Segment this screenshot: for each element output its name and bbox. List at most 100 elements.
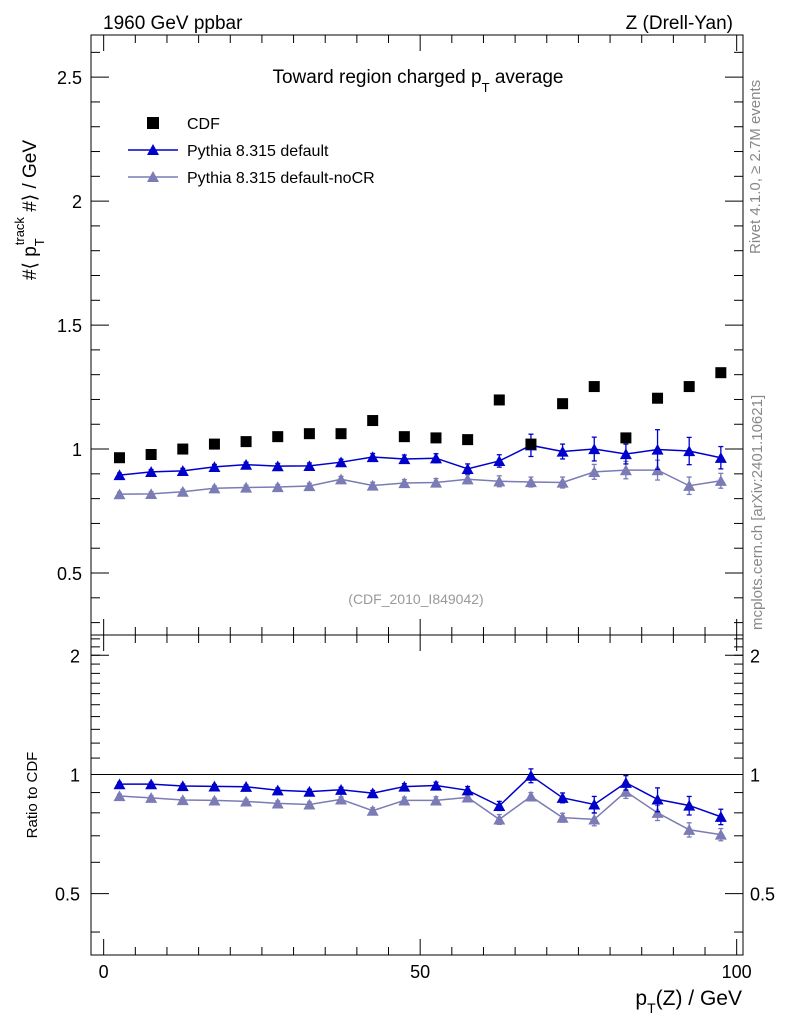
ratio-data-point <box>429 794 442 806</box>
chart-title: Toward region charged pT average <box>272 67 563 95</box>
ratio-data-point <box>524 790 537 802</box>
ratio-y-tick-label: 2 <box>70 646 80 666</box>
cdf-data-point <box>588 381 600 393</box>
ratio-data-point <box>714 828 727 840</box>
data-point <box>271 460 284 472</box>
ratio-data-point <box>335 784 348 795</box>
data-point <box>588 443 601 455</box>
ratio-data-point <box>714 811 727 822</box>
legend-label-nocr: Pythia 8.315 default-noCR <box>187 170 375 187</box>
cdf-data-point <box>462 434 474 446</box>
ratio-data-point <box>398 780 411 792</box>
data-point <box>461 463 474 474</box>
ratio-y-axis-label: Ratio to CDF <box>24 752 41 839</box>
ratio-data-point <box>208 794 221 806</box>
data-point <box>714 475 727 486</box>
legend-marker-cdf <box>147 117 159 129</box>
data-point <box>524 476 537 488</box>
y-tick-label: 2.5 <box>57 68 82 88</box>
data-point <box>335 456 348 468</box>
ratio-data-point <box>271 784 284 796</box>
ratio-data-point <box>556 811 569 823</box>
data-point <box>398 477 411 489</box>
cdf-data-point <box>557 398 569 410</box>
ratio-data-point <box>303 798 316 810</box>
x-tick-label: 50 <box>410 962 430 982</box>
y-axis-label: #⟨ pTtrack #⟩ / GeV <box>12 140 47 280</box>
series-line <box>119 469 721 495</box>
data-point <box>493 455 506 467</box>
cdf-data-point <box>398 431 410 443</box>
y-tick-label: 2 <box>72 192 82 212</box>
ratio-data-point <box>524 769 537 781</box>
ratio-data-point <box>651 793 664 805</box>
ratio-data-point <box>398 794 411 806</box>
ratio-data-point <box>493 813 506 825</box>
y-tick-label: 1.5 <box>57 316 82 336</box>
cdf-data-point <box>493 394 505 406</box>
ratio-data-point <box>556 792 569 803</box>
data-point <box>429 452 442 464</box>
ratio-data-point <box>145 792 158 803</box>
ratio-data-point <box>335 793 348 805</box>
ratio-plot-frame <box>90 634 744 956</box>
mcplots-label: mcplots.cern.ch [arXiv:2401.10621] <box>749 395 766 630</box>
data-point <box>461 473 474 485</box>
cdf-data-point <box>303 428 315 440</box>
cdf-data-point <box>525 438 537 450</box>
data-point <box>619 464 632 476</box>
ratio-data-point <box>303 785 316 797</box>
energy-label: 1960 GeV ppbar <box>103 13 243 34</box>
ratio-data-point <box>493 800 506 811</box>
data-point <box>556 445 569 457</box>
x-tick-label: 0 <box>99 962 109 982</box>
legend-marker-nocr <box>147 171 159 182</box>
ratio-y-tick-label-right: 1 <box>750 765 760 785</box>
axes: 0 50 100 0.5 1 1.5 2 2.5 0.5 0.5 1 1 2 2 <box>55 35 775 982</box>
x-tick-label: 100 <box>722 962 752 982</box>
data-point <box>429 476 442 488</box>
ratio-data-point <box>240 781 253 792</box>
cdf-data-point <box>620 432 632 444</box>
series-line <box>119 444 721 476</box>
data-point <box>493 475 506 487</box>
ratio-data-point <box>619 785 632 797</box>
cdf-data-point <box>208 438 220 450</box>
cdf-data-point <box>683 381 695 393</box>
ratio-data-point <box>588 813 601 825</box>
data-point <box>651 443 664 455</box>
ratio-data-point <box>461 791 474 803</box>
data-point <box>619 448 632 460</box>
cdf-data-point <box>652 392 664 404</box>
data-point <box>240 481 253 493</box>
ratio-data-point <box>176 794 189 806</box>
data-point <box>145 488 158 500</box>
data-point <box>176 485 189 497</box>
ratio-data-point <box>271 797 284 809</box>
ratio-data-point <box>366 787 379 799</box>
ratio-data-point <box>113 778 126 790</box>
data-point <box>366 479 379 491</box>
cdf-data-point <box>715 367 727 379</box>
ratio-data-point <box>683 799 696 811</box>
cdf-data-point <box>177 443 189 455</box>
ratio-y-tick-label: 1 <box>70 765 80 785</box>
data-marks <box>113 367 727 842</box>
ratio-data-point <box>208 780 221 792</box>
ratio-data-point <box>619 777 632 788</box>
ratio-y-tick-label-right: 2 <box>750 646 760 666</box>
data-point <box>113 469 126 481</box>
ratio-data-point <box>461 784 474 796</box>
legend-label-default: Pythia 8.315 default <box>187 143 329 160</box>
cdf-data-point <box>335 428 347 440</box>
data-point <box>588 466 601 477</box>
y-tick-label: 1 <box>72 440 82 460</box>
ratio-y-tick-label: 0.5 <box>55 885 80 905</box>
rivet-label: Rivet 4.1.0, ≥ 2.7M events <box>747 80 764 254</box>
data-point <box>113 488 126 500</box>
data-point <box>398 453 411 465</box>
cdf-data-point <box>240 436 252 448</box>
ratio-data-point <box>366 804 379 816</box>
data-point <box>208 482 221 494</box>
data-point <box>335 473 348 485</box>
